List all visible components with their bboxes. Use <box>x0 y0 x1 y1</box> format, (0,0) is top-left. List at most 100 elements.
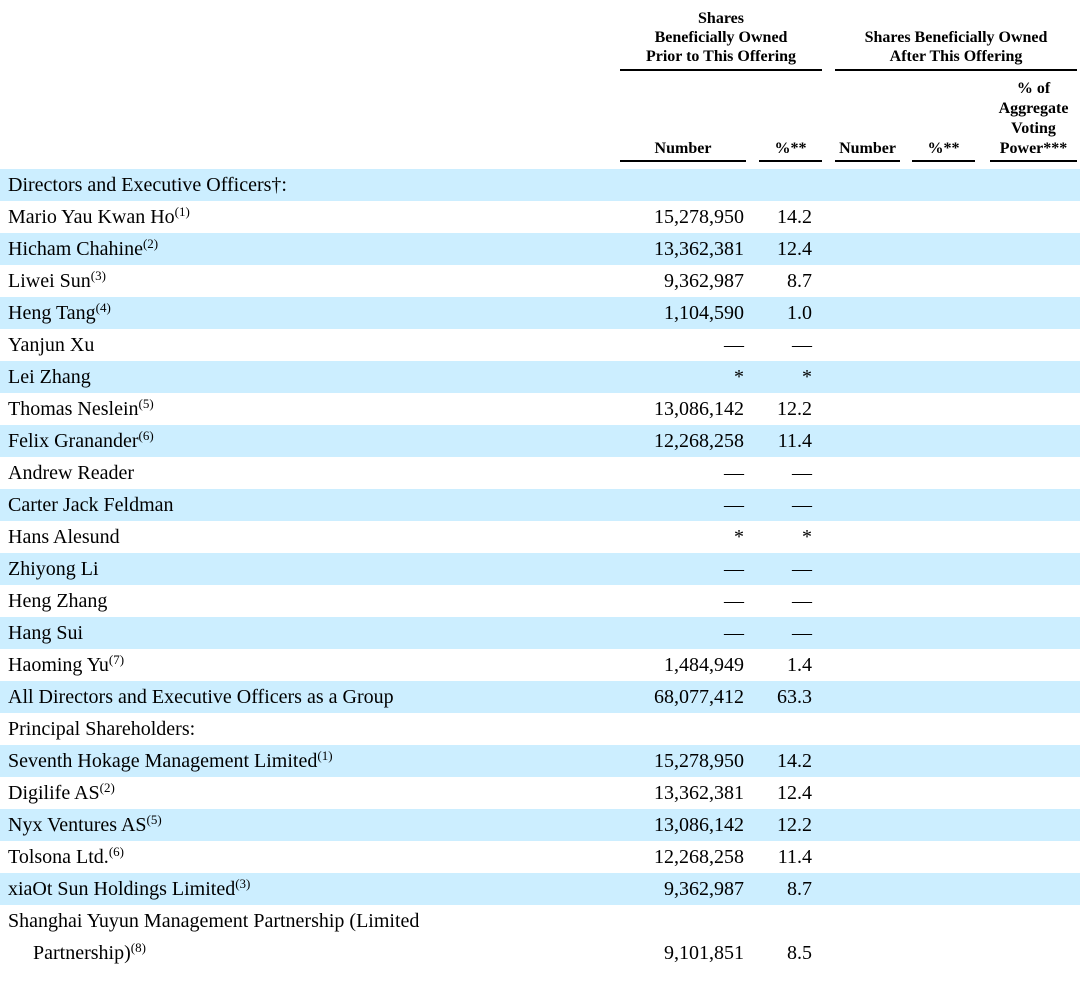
header-body-gap-row <box>0 161 1080 169</box>
shares-prior-number: 9,362,987 <box>664 878 744 900</box>
footnote-superscript: (1) <box>174 204 190 219</box>
voting-power-percent <box>975 905 1077 969</box>
table-row: Thomas Neslein(5) 13,086,142 12.2 <box>0 393 1080 425</box>
table-row: xiaOt Sun Holdings Limited(3) 9,362,987 8.… <box>0 873 1080 905</box>
footnote-superscript: (2) <box>99 780 115 795</box>
voting-power-percent <box>975 361 1077 393</box>
shares-after-percent <box>900 617 975 649</box>
column-header-gap <box>900 70 912 161</box>
shares-after-percent <box>900 905 975 969</box>
shares-prior-number: 13,362,381 <box>654 782 744 804</box>
column-header-spacer <box>0 70 620 161</box>
voting-power-percent <box>975 585 1077 617</box>
table-row: Heng Zhang — — <box>0 585 1080 617</box>
shares-prior-percent: — <box>792 558 813 580</box>
table-row: Hang Sui — — <box>0 617 1080 649</box>
shares-prior-percent: 12.2 <box>777 814 813 836</box>
shareholder-name: Tolsona Ltd. <box>8 846 109 868</box>
column-header-percent-after: %** <box>912 70 976 162</box>
shares-after-percent <box>900 393 975 425</box>
footnote-superscript: (5) <box>138 396 154 411</box>
shares-prior-percent: 12.2 <box>777 398 813 420</box>
footnote-superscript: (3) <box>235 876 251 891</box>
footnote-superscript: (3) <box>90 268 106 283</box>
shares-prior-percent: 1.4 <box>787 654 813 676</box>
footnote-superscript: (6) <box>108 844 124 859</box>
shares-after-number <box>822 873 900 905</box>
shareholder-name: Carter Jack Feldman <box>8 494 174 516</box>
shares-after-number <box>822 649 900 681</box>
voting-power-percent <box>975 681 1077 713</box>
shares-after-number <box>822 841 900 873</box>
shareholder-name: Zhiyong Li <box>8 558 99 580</box>
shares-prior-number: * <box>734 366 744 388</box>
footnote-superscript: (5) <box>146 812 162 827</box>
shareholder-name-cell: Lei Zhang <box>0 361 620 393</box>
table-row: Mario Yau Kwan Ho(1) 15,278,950 14.2 <box>0 201 1080 233</box>
table-row: Zhiyong Li — — <box>0 553 1080 585</box>
shareholder-name: Digilife AS <box>8 782 100 804</box>
shares-prior-percent: * <box>802 526 813 548</box>
shares-prior-percent: * <box>802 366 813 388</box>
column-header-number-after: Number <box>835 70 901 162</box>
shares-prior-percent: 1.0 <box>787 302 813 324</box>
shares-after-percent <box>900 361 975 393</box>
shares-prior-number: 12,268,258 <box>654 430 744 452</box>
shares-after-percent <box>900 873 975 905</box>
shares-after-number <box>822 265 900 297</box>
voting-power-percent <box>975 809 1077 841</box>
shares-after-number <box>822 713 900 745</box>
shares-after-number <box>822 521 900 553</box>
column-header-voting-power: % of Aggregate Voting Power*** <box>990 70 1078 162</box>
shares-prior-percent: 8.5 <box>787 942 813 964</box>
shares-prior-percent: 63.3 <box>777 686 813 708</box>
voting-power-percent <box>975 457 1077 489</box>
shareholder-name-cell: Nyx Ventures AS(5) <box>0 809 620 841</box>
footnote-superscript: (8) <box>130 940 146 955</box>
shareholder-name-cell: Mario Yau Kwan Ho(1) <box>0 201 620 233</box>
shares-prior-percent: — <box>792 494 813 516</box>
table-row: Digilife AS(2) 13,362,381 12.4 <box>0 777 1080 809</box>
shareholder-name: Liwei Sun <box>8 270 91 292</box>
shares-after-percent <box>900 201 975 233</box>
voting-power-percent <box>975 553 1077 585</box>
shares-after-percent <box>900 521 975 553</box>
shareholder-name: Heng Zhang <box>8 590 108 612</box>
shares-after-percent <box>900 681 975 713</box>
shares-prior-percent <box>746 713 822 745</box>
table-row: Haoming Yu(7) 1,484,949 1.4 <box>0 649 1080 681</box>
table-row: Hicham Chahine(2) 13,362,381 12.4 <box>0 233 1080 265</box>
shares-prior-number: 1,104,590 <box>664 302 744 324</box>
shareholder-name-cell: Tolsona Ltd.(6) <box>0 841 620 873</box>
shares-after-percent <box>900 649 975 681</box>
shares-after-number <box>822 425 900 457</box>
voting-power-percent <box>975 713 1077 745</box>
shares-prior-number: 13,086,142 <box>654 398 744 420</box>
shareholder-name: Hicham Chahine <box>8 238 143 260</box>
shares-after-percent <box>900 745 975 777</box>
shareholder-name: Andrew Reader <box>8 462 135 484</box>
shareholder-name-cell: Digilife AS(2) <box>0 777 620 809</box>
voting-power-percent <box>975 265 1077 297</box>
column-group-prior-offering: Shares Beneficially Owned Prior to This … <box>620 0 823 71</box>
shareholder-name-cell: Carter Jack Feldman <box>0 489 620 521</box>
voting-power-percent <box>975 329 1077 361</box>
shareholder-name: Shanghai Yuyun Management Partnership (L… <box>8 910 420 964</box>
shares-after-percent <box>900 329 975 361</box>
voting-power-percent <box>975 777 1077 809</box>
group-header-spacer <box>0 0 620 70</box>
column-header-number-prior: Number <box>620 70 746 162</box>
shareholder-name: Principal Shareholders: <box>8 718 196 740</box>
shareholder-name: Yanjun Xu <box>8 334 95 356</box>
shares-after-number <box>822 745 900 777</box>
voting-power-percent <box>975 873 1077 905</box>
shares-prior-percent: 11.4 <box>777 430 813 452</box>
shareholder-name-cell: Principal Shareholders: <box>0 713 620 745</box>
shareholder-name: All Directors and Executive Officers as … <box>8 686 394 708</box>
voting-power-percent <box>975 745 1077 777</box>
shares-prior-percent: 8.7 <box>787 878 813 900</box>
shares-prior-percent: 12.4 <box>777 782 813 804</box>
shares-after-number <box>822 297 900 329</box>
